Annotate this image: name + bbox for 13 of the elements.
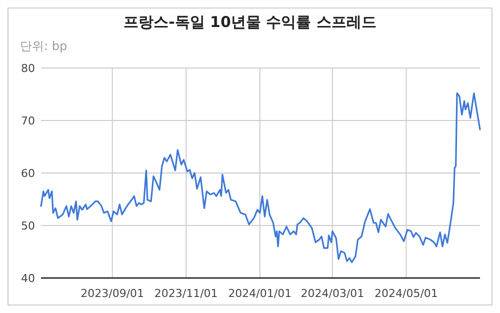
chart-subtitle: 단위: bp xyxy=(20,39,68,53)
chart-title: 프랑스-독일 10년물 수익률 스프레드 xyxy=(124,13,376,31)
y-tick-label: 40 xyxy=(21,272,35,285)
x-tick-label: 2024/01/01 xyxy=(228,287,292,300)
x-tick-label: 2023/11/01 xyxy=(154,287,218,300)
line-series xyxy=(40,92,481,264)
x-tick-label: 2024/05/01 xyxy=(374,287,438,300)
x-tick-label: 2023/09/01 xyxy=(80,287,144,300)
x-tick-label: 2024/03/01 xyxy=(300,287,364,300)
y-tick-label: 70 xyxy=(21,114,35,128)
y-tick-label: 60 xyxy=(21,167,35,180)
y-tick-label: 50 xyxy=(21,220,35,232)
y-tick-label: 80 xyxy=(21,62,35,75)
